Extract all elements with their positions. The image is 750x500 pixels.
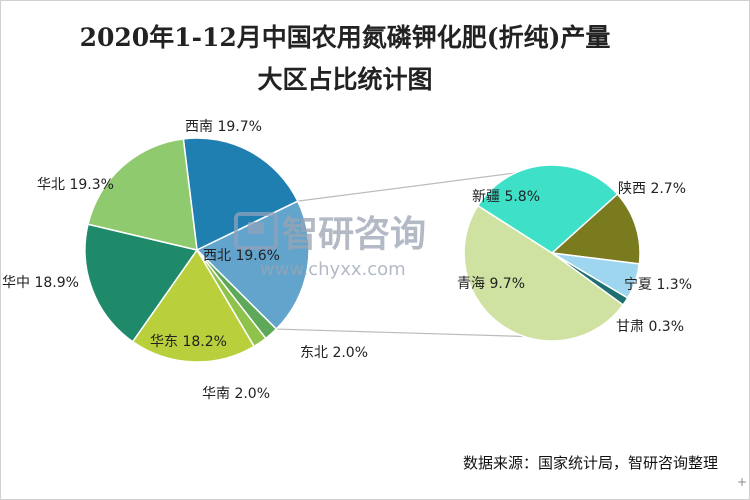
main-slice-label-4: 华南 2.0% — [202, 386, 270, 402]
corner-plus-icon: + — [737, 475, 747, 489]
detail-pie-slice-5 — [476, 164, 619, 254]
connector-line-1 — [297, 168, 547, 202]
watermark-url: www.chyxx.com — [260, 259, 406, 280]
main-slice-label-2: 西北 19.6% — [203, 248, 280, 264]
main-slice-label-1: 西南 19.7% — [185, 119, 262, 135]
watermark: 智研咨询 www.chyxx.com — [234, 212, 426, 280]
detail-pie-slice-4 — [463, 204, 625, 342]
detail-pie-slice-1 — [550, 193, 641, 265]
detail-pie — [463, 164, 641, 342]
main-pie-slice-6 — [84, 223, 199, 343]
main-slice-label-7: 华北 19.3% — [37, 177, 114, 193]
watermark-logo-icon — [234, 212, 278, 250]
detail-slice-label-2: 宁夏 1.3% — [624, 276, 692, 293]
detail-slice-label-5: 新疆 5.8% — [472, 189, 540, 205]
main-slice-label-3: 东北 2.0% — [300, 345, 368, 361]
main-pie-slice-2 — [195, 200, 310, 331]
source-note: 数据来源：国家统计局，智研咨询整理 — [463, 454, 718, 472]
detail-slice-label-4: 青海 9.7% — [457, 276, 525, 292]
chart-title-line-2: 大区占比统计图 — [257, 65, 432, 94]
main-slice-label-6: 华中 18.9% — [2, 275, 79, 291]
main-pie-slice-1 — [182, 137, 299, 252]
main-pie-slice-5 — [131, 248, 256, 363]
detail-slice-label-3: 甘肃 0.3% — [616, 319, 684, 335]
connector-lines — [276, 168, 547, 338]
main-pie-slice-7 — [87, 137, 198, 251]
detail-slice-label-1: 陕西 2.7% — [618, 181, 686, 197]
connector-line-2 — [276, 328, 543, 338]
watermark-brand: 智研咨询 — [282, 214, 426, 255]
main-slice-label-5: 华东 18.2% — [150, 334, 227, 350]
chart-title-line-1: 2020年1-12月中国农用氮磷钾化肥(折纯)产量 — [80, 23, 611, 52]
slice-labels: 西南 19.7% 西北 19.6% 东北 2.0% 华南 2.0% 华东 18.2% 华中… — [2, 119, 692, 402]
main-pie — [84, 137, 310, 363]
